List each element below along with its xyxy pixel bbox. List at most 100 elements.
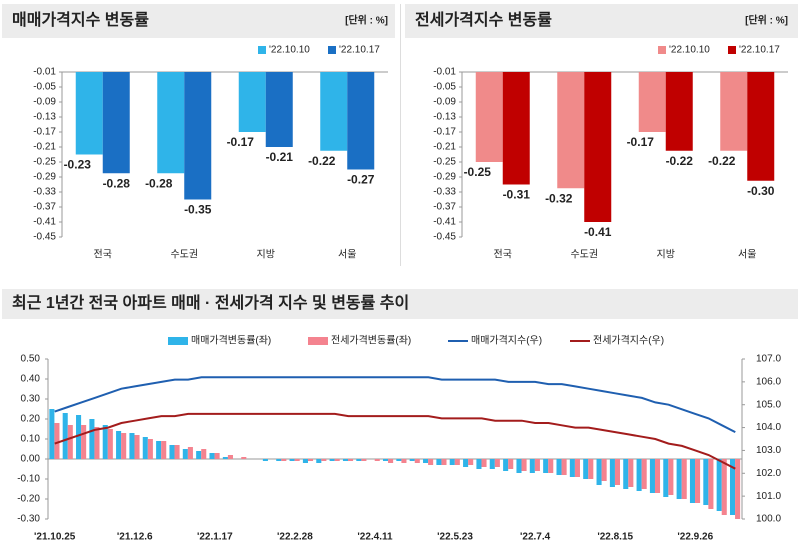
bar xyxy=(543,459,549,473)
y-tick-label: -0.45 xyxy=(433,232,456,243)
bar xyxy=(638,72,666,132)
bar xyxy=(569,459,575,477)
bar xyxy=(409,459,415,461)
bar xyxy=(134,435,140,459)
bar xyxy=(649,459,655,493)
y-tick-label: -0.30 xyxy=(17,514,40,525)
x-tick-label: 서울 xyxy=(338,249,356,261)
bar xyxy=(302,459,308,463)
bar xyxy=(81,425,87,459)
value-label: -0.35 xyxy=(184,203,212,217)
x-tick-label: '22.5.23 xyxy=(437,532,473,543)
bar xyxy=(214,453,220,459)
bar xyxy=(481,459,487,467)
bar xyxy=(489,459,495,469)
legend-swatch xyxy=(258,46,266,54)
y-tick-label: -0.13 xyxy=(33,112,56,123)
bar xyxy=(721,459,727,515)
bar xyxy=(361,459,367,461)
y-tick-label: -0.20 xyxy=(17,494,40,505)
bar xyxy=(147,439,153,459)
bar xyxy=(436,459,442,465)
y-tick-label: -0.05 xyxy=(33,82,56,93)
bar xyxy=(396,459,402,461)
value-label: -0.22 xyxy=(666,154,694,168)
bar xyxy=(557,72,585,189)
bar xyxy=(227,455,233,459)
bar xyxy=(102,425,108,459)
y-tick-label: -0.05 xyxy=(433,82,456,93)
y2-tick-label: 102.0 xyxy=(756,468,781,479)
x-tick-label: 지방 xyxy=(257,249,275,261)
bar xyxy=(142,437,148,459)
value-label: -0.23 xyxy=(64,158,92,172)
y-tick-label: 0.00 xyxy=(21,454,41,465)
bar xyxy=(654,459,661,493)
bar xyxy=(423,459,429,463)
y2-tick-label: 106.0 xyxy=(756,376,781,387)
line xyxy=(54,376,736,433)
bar xyxy=(320,72,348,151)
legend-swatch xyxy=(728,46,736,54)
legend-swatch xyxy=(308,337,328,345)
bar xyxy=(641,459,647,489)
bar xyxy=(401,459,407,463)
panel-header xyxy=(405,4,798,38)
bar xyxy=(121,433,127,459)
chart-title: 최근 1년간 전국 아파트 매매 · 전세가격 지수 및 변동률 추이 xyxy=(12,293,409,312)
y2-tick-label: 105.0 xyxy=(756,399,781,410)
bar xyxy=(382,459,389,461)
x-tick-label: '22.1.17 xyxy=(197,532,233,543)
y-tick-label: -0.29 xyxy=(433,172,456,183)
bar xyxy=(262,459,268,461)
bar xyxy=(347,72,375,170)
bar xyxy=(574,459,580,477)
y-tick-label: 0.50 xyxy=(21,354,41,365)
bar xyxy=(601,459,607,481)
bar xyxy=(476,459,482,469)
value-label: -0.27 xyxy=(347,173,375,187)
bar xyxy=(157,72,185,174)
legend-swatch xyxy=(168,337,188,345)
bar xyxy=(583,459,589,479)
y-tick-label: -0.33 xyxy=(33,187,56,198)
bar xyxy=(184,72,212,200)
bar xyxy=(201,449,207,459)
bar xyxy=(468,459,474,465)
y-tick-label: -0.45 xyxy=(33,232,56,243)
bar xyxy=(503,459,509,471)
x-tick-label: '22.2.28 xyxy=(277,532,313,543)
bar xyxy=(321,459,327,461)
x-tick-label: '21.12.6 xyxy=(117,532,153,543)
bar xyxy=(449,459,455,465)
bar xyxy=(494,459,500,467)
x-tick-label: 수도권 xyxy=(170,249,198,261)
x-tick-label: 지방 xyxy=(657,249,675,261)
y-tick-label: -0.41 xyxy=(33,217,56,228)
y2-tick-label: 101.0 xyxy=(756,491,781,502)
bar xyxy=(161,441,167,459)
bar xyxy=(62,413,68,459)
bar xyxy=(222,457,228,459)
bar xyxy=(663,459,669,497)
bar xyxy=(182,449,188,459)
y2-tick-label: 107.0 xyxy=(756,354,781,365)
x-tick-label: '22.9.26 xyxy=(677,532,713,543)
bar xyxy=(329,459,335,461)
y-tick-label: -0.13 xyxy=(433,112,456,123)
bar xyxy=(463,459,469,467)
y-tick-label: -0.21 xyxy=(33,142,56,153)
y2-tick-label: 103.0 xyxy=(756,445,781,456)
legend-label: 전세가격변동률(좌) xyxy=(331,334,411,347)
legend-label: 매매가격지수(우) xyxy=(471,334,542,347)
legend-label: 매매가격변동률(좌) xyxy=(191,334,271,347)
legend-label: '22.10.10 xyxy=(669,45,710,56)
bar xyxy=(356,459,362,461)
y-tick-label: 0.20 xyxy=(21,414,41,425)
bar xyxy=(281,459,287,461)
chart-title: 전세가격지수 변동률 xyxy=(415,11,552,29)
y-tick-label: -0.33 xyxy=(433,187,456,198)
value-label: -0.28 xyxy=(145,176,173,190)
y-tick-label: -0.37 xyxy=(33,202,56,213)
legend-swatch xyxy=(328,46,336,54)
